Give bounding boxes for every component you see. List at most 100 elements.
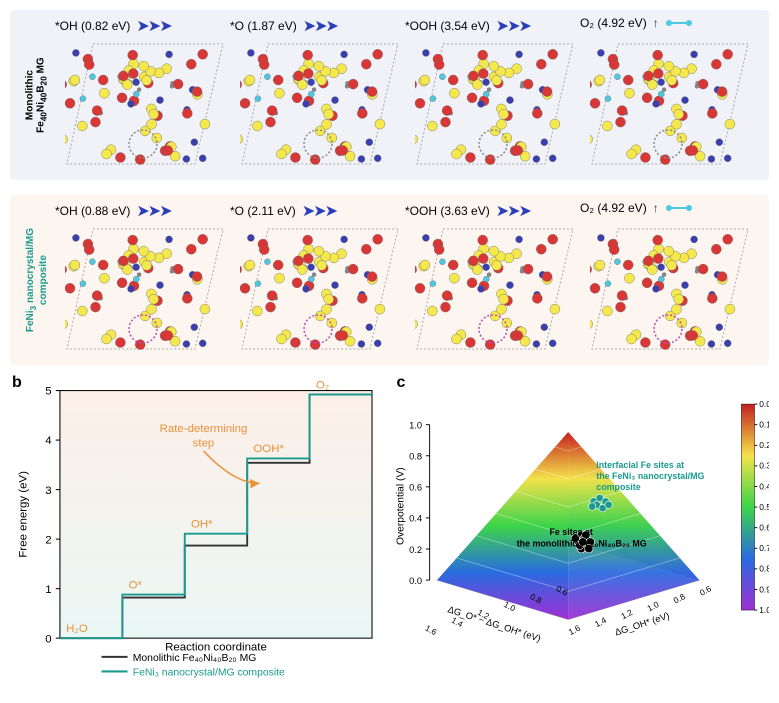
svg-text:0.0: 0.0 xyxy=(759,399,769,409)
atom-cell xyxy=(590,221,750,356)
svg-text:OH*: OH* xyxy=(191,518,213,530)
step-label: O₂ (4.92 eV) xyxy=(580,201,647,215)
arrow-icon: ➤➤➤ xyxy=(303,16,337,36)
step-label: O₂ (4.92 eV) xyxy=(580,16,647,30)
step-label: *OOH (3.63 eV) xyxy=(405,204,490,218)
atom-diagram xyxy=(65,36,225,171)
step-header: *OOH (3.63 eV) ➤➤➤ xyxy=(405,201,530,221)
svg-text:Monolithic Fe₄₀Ni₄₀B₂₀ MG: Monolithic Fe₄₀Ni₄₀B₂₀ MG xyxy=(133,653,257,664)
atom-diagram xyxy=(240,36,400,171)
svg-text:1.0: 1.0 xyxy=(409,420,422,430)
atom-cell xyxy=(240,36,400,171)
step-label: *OH (0.82 eV) xyxy=(55,19,130,33)
svg-text:0.8: 0.8 xyxy=(409,452,422,462)
molecule-icon xyxy=(665,19,693,27)
svg-text:Interfacial Fe sites at: Interfacial Fe sites at xyxy=(596,460,684,470)
svg-text:step: step xyxy=(193,438,215,450)
figure-container: a FeNiBOH *OH (0.82 eV)➤➤➤*O (1.87 eV)➤➤… xyxy=(0,0,779,703)
svg-text:3: 3 xyxy=(45,485,51,497)
row-label-wrap: MonolithicFe40Ni40B20 MG xyxy=(12,10,62,180)
panel-a: a FeNiBOH *OH (0.82 eV)➤➤➤*O (1.87 eV)➤➤… xyxy=(10,10,769,370)
svg-text:0.2: 0.2 xyxy=(409,545,422,555)
arrow-icon: ➤➤➤ xyxy=(496,16,530,36)
step-label: *O (2.11 eV) xyxy=(230,204,296,218)
panel-c-label: c xyxy=(397,374,406,392)
svg-text:0.4: 0.4 xyxy=(409,514,422,524)
svg-text:4: 4 xyxy=(45,435,52,447)
arrow-icon: ➤➤➤ xyxy=(136,16,170,36)
atom-diagram xyxy=(590,36,750,171)
svg-text:O₂: O₂ xyxy=(316,379,329,391)
step-header: O₂ (4.92 eV) ↑ xyxy=(580,16,693,30)
panel-c: c 0.00.20.40.60.81.0Overpotential (V)0.6… xyxy=(395,376,770,693)
panel-b-label: b xyxy=(12,374,22,392)
free-energy-chart: 0 1 2 3 4 5 Free energy (eV) Reaction coordinat… xyxy=(10,376,385,688)
atom-cell xyxy=(65,36,225,171)
svg-text:Overpotential (V): Overpotential (V) xyxy=(395,467,406,545)
bottom-panels: b 0 1 2 3 4 5 Free energy (eV) Reaction coordin… xyxy=(10,376,769,693)
svg-text:0.9: 0.9 xyxy=(759,584,769,594)
atom-cell xyxy=(240,221,400,356)
arrow-icon: ➤➤➤ xyxy=(302,201,336,221)
step-label: *OH (0.88 eV) xyxy=(55,204,130,218)
atom-cell xyxy=(590,36,750,171)
svg-text:1.4: 1.4 xyxy=(592,615,607,629)
svg-text:1.6: 1.6 xyxy=(423,623,438,637)
svg-text:1.0: 1.0 xyxy=(645,599,660,613)
svg-text:1.6: 1.6 xyxy=(566,623,581,637)
svg-text:0.3: 0.3 xyxy=(759,461,769,471)
svg-text:0.6: 0.6 xyxy=(697,583,712,597)
svg-text:0.6: 0.6 xyxy=(759,522,769,532)
svg-text:0.2: 0.2 xyxy=(759,440,769,450)
svg-text:0.8: 0.8 xyxy=(759,564,769,574)
svg-text:FeNi₃ nanocrystal/MG composite: FeNi₃ nanocrystal/MG composite xyxy=(133,668,285,679)
atom-diagram xyxy=(65,221,225,356)
arrow-up-icon: ↑ xyxy=(653,16,659,30)
svg-text:0.0: 0.0 xyxy=(409,576,422,586)
svg-text:2: 2 xyxy=(45,534,51,546)
step-header: *OH (0.82 eV) ➤➤➤ xyxy=(55,16,171,36)
svg-text:1.0: 1.0 xyxy=(759,605,769,615)
atom-diagram xyxy=(590,221,750,356)
panel-b: b 0 1 2 3 4 5 Free energy (eV) Reaction coordin… xyxy=(10,376,385,693)
svg-text:OOH*: OOH* xyxy=(253,443,284,455)
step-label: *OOH (3.54 eV) xyxy=(405,19,490,33)
svg-text:0.4: 0.4 xyxy=(759,481,769,491)
atom-diagram xyxy=(415,221,575,356)
atom-cell xyxy=(65,221,225,356)
atom-cell xyxy=(415,221,575,356)
svg-text:5: 5 xyxy=(45,386,51,398)
row-monolithic: *OH (0.82 eV)➤➤➤*O (1.87 eV)➤➤➤*OOH (3.5… xyxy=(10,10,769,180)
step-header: O₂ (4.92 eV) ↑ xyxy=(580,201,693,215)
svg-text:1: 1 xyxy=(45,584,51,596)
svg-text:0.7: 0.7 xyxy=(759,543,769,553)
svg-text:Fe sites at: Fe sites at xyxy=(549,527,592,537)
svg-text:the monolithic Fe₄₀Ni₄₀B₂₀ MG: the monolithic Fe₄₀Ni₄₀B₂₀ MG xyxy=(516,538,646,548)
atom-diagram xyxy=(415,36,575,171)
atom-cell xyxy=(415,36,575,171)
step-header: *OH (0.88 eV)➤➤➤ xyxy=(55,201,171,221)
svg-text:0: 0 xyxy=(45,633,51,645)
arrow-icon: ➤➤➤ xyxy=(496,201,530,221)
row-label-text: FeNi3 nanocrystal/MGcomposite xyxy=(25,228,49,332)
svg-text:Free energy (eV): Free energy (eV) xyxy=(18,471,30,558)
arrow-up-icon: ↑ xyxy=(653,201,659,215)
step-header: *O (1.87 eV)➤➤➤ xyxy=(230,16,337,36)
atom-diagram xyxy=(240,221,400,356)
svg-text:0.5: 0.5 xyxy=(759,502,769,512)
svg-text:0.8: 0.8 xyxy=(671,591,686,605)
molecule-icon xyxy=(665,204,693,212)
svg-text:Reaction coordinate: Reaction coordinate xyxy=(165,642,267,654)
svg-text:Rate-determining: Rate-determining xyxy=(160,423,248,435)
volcano-plot: 0.00.20.40.60.81.0Overpotential (V)0.60.… xyxy=(395,376,770,657)
step-header: *OOH (3.54 eV) ➤➤➤ xyxy=(405,16,530,36)
svg-text:0.1: 0.1 xyxy=(759,419,769,429)
row-composite: *OH (0.88 eV)➤➤➤*O (2.11 eV)➤➤➤*OOH (3.6… xyxy=(10,195,769,365)
svg-text:the FeNi₃ nanocrystal/MG: the FeNi₃ nanocrystal/MG xyxy=(596,471,704,481)
svg-text:composite: composite xyxy=(596,482,640,492)
step-header: *O (2.11 eV) ➤➤➤ xyxy=(230,201,336,221)
svg-text:H₂O: H₂O xyxy=(66,623,88,635)
svg-text:0.6: 0.6 xyxy=(409,483,422,493)
svg-text:1.2: 1.2 xyxy=(619,607,634,621)
svg-text:O*: O* xyxy=(129,579,143,591)
